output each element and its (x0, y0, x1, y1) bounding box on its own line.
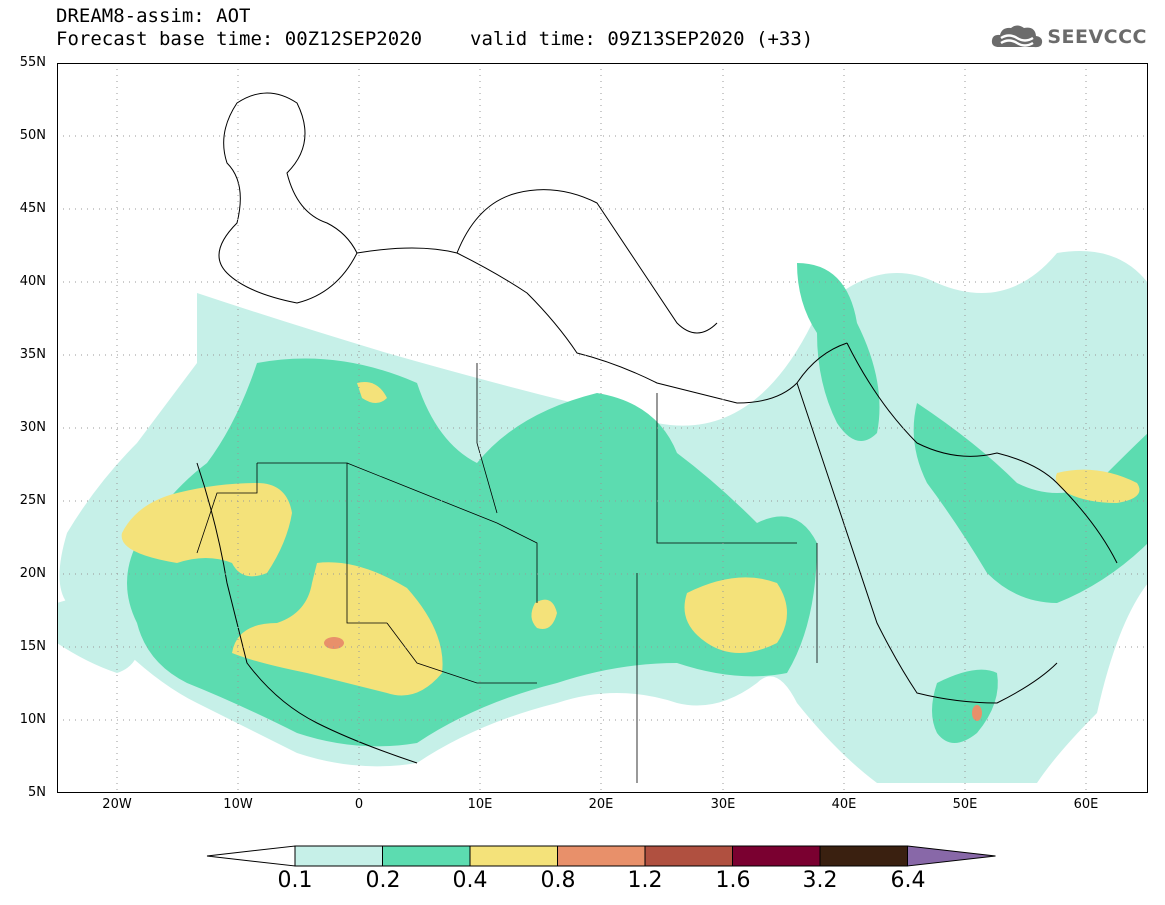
colorbar-label-0.8: 0.8 (540, 868, 576, 893)
lat-label-55n: 55N (19, 55, 46, 70)
base-time: Forecast base time: 00Z12SEP2020 (56, 28, 423, 50)
lat-label-5n: 5N (28, 785, 46, 800)
colorbar (206, 845, 996, 867)
logo-text: SEEVCCC (1047, 26, 1147, 48)
lat-label-50n: 50N (19, 128, 46, 143)
colorbar-label-6.4: 6.4 (890, 868, 926, 893)
lon-label-20e: 20E (588, 797, 614, 812)
colorbar-label-3.2: 3.2 (802, 868, 838, 893)
lon-label-30e: 30E (710, 797, 736, 812)
lat-label-45n: 45N (19, 201, 46, 216)
colorbar-label-1.2: 1.2 (627, 868, 663, 893)
colorbar-label-0.2: 0.2 (365, 868, 401, 893)
lon-label-10e: 10E (467, 797, 493, 812)
lon-label-0: 0 (354, 797, 364, 812)
aot-layer-0.4 (121, 382, 1140, 696)
colorbar-swatches (206, 845, 996, 867)
colorbar-swatch-above (907, 845, 996, 867)
colorbar-swatch-3 (469, 845, 558, 867)
lat-label-20n: 20N (19, 566, 46, 581)
lon-label-60e: 60E (1073, 797, 1099, 812)
lat-label-35n: 35N (19, 347, 46, 362)
map-frame (57, 63, 1148, 793)
lat-label-30n: 30N (19, 420, 46, 435)
lat-label-40n: 40N (19, 274, 46, 289)
aot-map (57, 63, 1148, 793)
lat-label-25n: 25N (19, 493, 46, 508)
lat-label-10n: 10N (19, 712, 46, 727)
colorbar-swatch-6 (732, 845, 821, 867)
country-borders (196, 363, 818, 783)
lon-label-40e: 40E (831, 797, 857, 812)
forecast-times: Forecast base time: 00Z12SEP2020 valid ti… (56, 29, 813, 49)
lon-label-10w: 10W (223, 797, 253, 812)
lon-label-20w: 20W (102, 797, 132, 812)
colorbar-label-0.4: 0.4 (452, 868, 488, 893)
map-title: DREAM8-assim: AOT (56, 5, 251, 27)
lat-label-15n: 15N (19, 639, 46, 654)
colorbar-label-0.1: 0.1 (277, 868, 313, 893)
colorbar-swatch-5 (644, 845, 733, 867)
valid-time: valid time: 09Z13SEP2020 (+33) (470, 28, 814, 50)
lon-label-50e: 50E (952, 797, 978, 812)
colorbar-label-1.6: 1.6 (715, 868, 751, 893)
aot-layer-0.8 (324, 637, 982, 721)
colorbar-swatch-2 (382, 845, 471, 867)
colorbar-swatch-7 (819, 845, 908, 867)
coastlines (196, 92, 1118, 764)
colorbar-swatch-4 (557, 845, 646, 867)
seevccc-logo: SEEVCCC (991, 22, 1147, 52)
cloud-icon (992, 25, 1043, 48)
colorbar-swatch-below (206, 845, 296, 867)
colorbar-swatch-1 (294, 845, 383, 867)
